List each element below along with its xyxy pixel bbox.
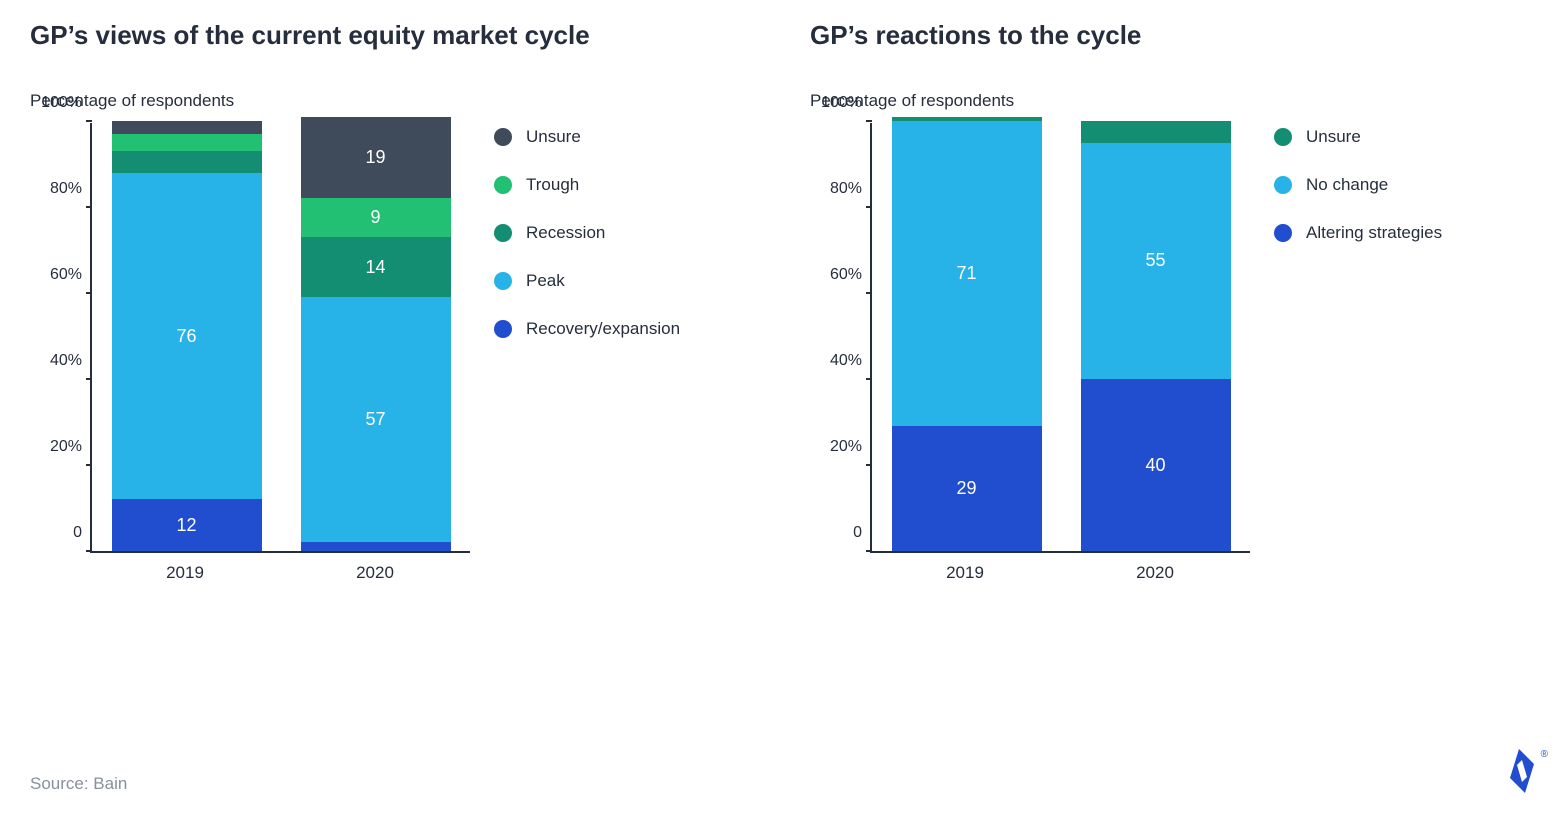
legend: Unsure Trough Recession Peak Recovery/expans… (494, 127, 680, 339)
legend-swatch-icon (494, 224, 512, 242)
y-tick-label: 100% (32, 94, 82, 112)
bar-segment-peak: 57 (301, 297, 451, 542)
y-tick-label: 20% (32, 438, 82, 456)
bar-segment-no_change: 71 (892, 121, 1042, 426)
y-tick-label: 60% (812, 266, 862, 284)
y-tick-label: 20% (812, 438, 862, 456)
x-tick-label: 2020 (356, 563, 394, 583)
bar-segment-trough (112, 134, 262, 151)
legend-item: Unsure (1274, 127, 1442, 147)
legend-label: Recovery/expansion (526, 319, 680, 339)
plot-region: 020%40%60%80%100%12765714919 (90, 123, 470, 553)
bars-container: 29714055 (872, 123, 1250, 551)
y-tick-label: 40% (32, 352, 82, 370)
x-tick-label: 2020 (1136, 563, 1174, 583)
y-axis-title: Percentage of respondents (30, 91, 750, 111)
panel-views: GP’s views of the current equity market … (30, 20, 750, 593)
panels-container: GP’s views of the current equity market … (30, 20, 1530, 593)
legend-label: Trough (526, 175, 579, 195)
x-tick-label: 2019 (946, 563, 984, 583)
stacked-bar: 2971 (892, 117, 1042, 551)
source-attribution: Source: Bain (30, 774, 127, 794)
panel-title: GP’s reactions to the cycle (810, 20, 1530, 51)
plot-region: 020%40%60%80%100%29714055 (870, 123, 1250, 553)
y-tick-label: 0 (32, 524, 82, 542)
legend-swatch-icon (494, 176, 512, 194)
chart-row: 020%40%60%80%100%1276571491920192020Unsu… (30, 123, 750, 593)
bar-segment-no_change: 55 (1081, 143, 1231, 380)
bar-segment-peak: 76 (112, 173, 262, 500)
y-tick-label: 60% (32, 266, 82, 284)
legend: Unsure No change Altering strategies (1274, 127, 1442, 243)
legend-label: Peak (526, 271, 565, 291)
bar-segment-altering: 29 (892, 426, 1042, 551)
bar-segment-recession: 14 (301, 237, 451, 297)
legend-item: Recovery/expansion (494, 319, 680, 339)
y-tick-label: 100% (812, 94, 862, 112)
y-tick-mark (866, 120, 872, 122)
chart-area: 020%40%60%80%100%1276571491920192020 (90, 123, 470, 593)
bar-segment-unsure2 (1081, 121, 1231, 143)
bar-segment-recession (112, 151, 262, 173)
panel-title: GP’s views of the current equity market … (30, 20, 750, 51)
bar-segment-recovery: 12 (112, 499, 262, 551)
bar-segment-unsure (112, 121, 262, 134)
y-tick-label: 0 (812, 524, 862, 542)
legend-item: Altering strategies (1274, 223, 1442, 243)
legend-item: Recession (494, 223, 680, 243)
bar-segment-altering: 40 (1081, 379, 1231, 551)
legend-swatch-icon (1274, 128, 1292, 146)
bar-segment-trough: 9 (301, 198, 451, 237)
legend-item: No change (1274, 175, 1442, 195)
chart-area: 020%40%60%80%100%2971405520192020 (870, 123, 1250, 593)
legend-swatch-icon (494, 128, 512, 146)
stacked-bar: 5714919 (301, 117, 451, 551)
bars-container: 12765714919 (92, 123, 470, 551)
legend-label: Recession (526, 223, 605, 243)
bar-segment-unsure: 19 (301, 117, 451, 199)
legend-label: Unsure (526, 127, 581, 147)
legend-swatch-icon (494, 272, 512, 290)
y-tick-label: 80% (812, 180, 862, 198)
toptal-logo-icon: ® (1506, 749, 1538, 798)
panel-reactions: GP’s reactions to the cycle Percentage of… (810, 20, 1530, 593)
x-axis-labels: 2019 2020 (90, 563, 470, 583)
legend-label: Altering strategies (1306, 223, 1442, 243)
stacked-bar: 1276 (112, 121, 262, 551)
stacked-bar: 4055 (1081, 121, 1231, 551)
x-tick-label: 2019 (166, 563, 204, 583)
legend-item: Unsure (494, 127, 680, 147)
y-tick-mark (86, 120, 92, 122)
x-axis-labels: 2019 2020 (870, 563, 1250, 583)
legend-swatch-icon (494, 320, 512, 338)
chart-row: 020%40%60%80%100%2971405520192020UnsureN… (810, 123, 1530, 593)
legend-label: No change (1306, 175, 1388, 195)
bar-segment-recovery (301, 542, 451, 551)
legend-swatch-icon (1274, 176, 1292, 194)
legend-label: Unsure (1306, 127, 1361, 147)
legend-swatch-icon (1274, 224, 1292, 242)
y-axis-title: Percentage of respondents (810, 91, 1530, 111)
y-tick-label: 80% (32, 180, 82, 198)
y-tick-label: 40% (812, 352, 862, 370)
legend-item: Trough (494, 175, 680, 195)
legend-item: Peak (494, 271, 680, 291)
